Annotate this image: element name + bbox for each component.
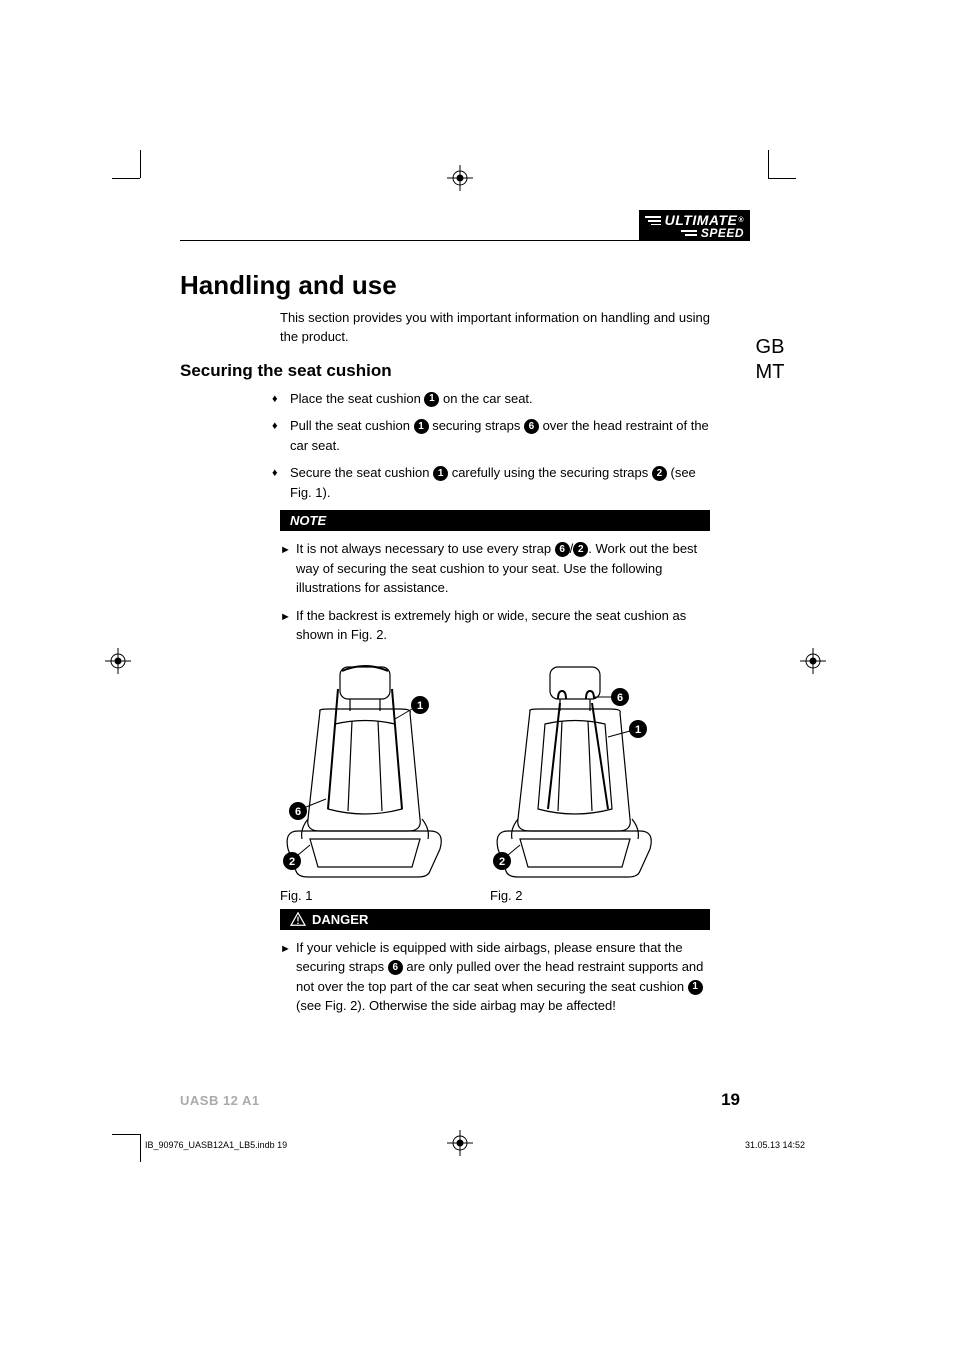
print-metadata: IB_90976_UASB12A1_LB5.indb 19 31.05.13 1… [145, 1140, 805, 1150]
figures-row: 1 6 2 Fig. 1 [280, 659, 740, 903]
page-number: 19 [721, 1090, 740, 1110]
model-number: UASB 12 A1 [180, 1093, 260, 1108]
print-timestamp: 31.05.13 14:52 [745, 1140, 805, 1150]
callout-badge: 6 [555, 542, 570, 557]
arrow-bullet-icon: ► [280, 542, 291, 559]
subsection-title: Securing the seat cushion [180, 361, 740, 381]
step-text: carefully using the securing straps [448, 465, 652, 480]
lang-gb: GB [750, 335, 790, 360]
registration-mark-top [447, 165, 473, 191]
danger-list: ► If your vehicle is equipped with side … [280, 938, 710, 1016]
danger-heading: DANGER [280, 909, 710, 930]
callout-badge: 6 [524, 419, 539, 434]
callout-badge: 1 [688, 980, 703, 995]
callout-badge: 1 [414, 419, 429, 434]
note-item: ► If the backrest is extremely high or w… [280, 606, 710, 645]
callout-badge: 1 [424, 392, 439, 407]
figure-2: 6 1 2 Fig. 2 [490, 659, 680, 903]
callout-badge: 2 [573, 542, 588, 557]
step-text: Secure the seat cushion [290, 465, 433, 480]
step-item: ♦ Place the seat cushion 1 on the car se… [290, 389, 710, 409]
brand-reg: ® [738, 217, 744, 224]
brand-top-text: ULTIMATE [665, 213, 738, 227]
note-text: If the backrest is extremely high or wid… [296, 608, 686, 643]
callout-badge: 1 [433, 466, 448, 481]
steps-list: ♦ Place the seat cushion 1 on the car se… [290, 389, 710, 503]
registration-mark-right [800, 648, 826, 674]
step-item: ♦ Pull the seat cushion 1 securing strap… [290, 416, 710, 455]
header-rule [180, 240, 740, 241]
registration-mark-left [105, 648, 131, 674]
seat-diagram-2: 6 1 2 [490, 659, 660, 879]
svg-text:1: 1 [635, 724, 641, 736]
arrow-bullet-icon: ► [280, 941, 291, 958]
seat-diagram-1: 1 6 2 [280, 659, 450, 879]
diamond-bullet-icon: ♦ [272, 418, 278, 435]
brand-lines-icon [681, 230, 697, 236]
note-heading: NOTE [280, 510, 710, 531]
note-text: It is not always necessary to use every … [296, 541, 555, 556]
callout-badge: 6 [388, 960, 403, 975]
danger-item: ► If your vehicle is equipped with side … [280, 938, 710, 1016]
diamond-bullet-icon: ♦ [272, 391, 278, 408]
svg-text:2: 2 [499, 856, 505, 868]
page-footer: UASB 12 A1 19 [180, 1090, 740, 1110]
brand-bottom-text: SPEED [701, 227, 744, 239]
svg-text:1: 1 [417, 700, 423, 712]
warning-triangle-icon [290, 912, 306, 926]
language-tab: GB MT [750, 335, 790, 385]
step-text: on the car seat. [439, 391, 532, 406]
arrow-bullet-icon: ► [280, 609, 291, 626]
notes-list: ► It is not always necessary to use ever… [280, 539, 710, 645]
step-text: Pull the seat cushion [290, 418, 414, 433]
section-title: Handling and use [180, 270, 740, 301]
step-text: securing straps [429, 418, 524, 433]
danger-text: (see Fig. 2). Otherwise the side airbag … [296, 998, 616, 1013]
step-text: Place the seat cushion [290, 391, 424, 406]
page-content: ULTIMATE® SPEED Handling and use This se… [180, 210, 740, 1024]
diamond-bullet-icon: ♦ [272, 465, 278, 482]
svg-text:2: 2 [289, 856, 295, 868]
step-item: ♦ Secure the seat cushion 1 carefully us… [290, 463, 710, 502]
brand-lines-icon [645, 215, 661, 225]
print-file: IB_90976_UASB12A1_LB5.indb 19 [145, 1140, 287, 1150]
note-label: NOTE [290, 513, 326, 528]
figure-1: 1 6 2 Fig. 1 [280, 659, 470, 903]
danger-label: DANGER [312, 912, 368, 927]
figure-2-caption: Fig. 2 [490, 888, 680, 903]
svg-text:6: 6 [617, 692, 623, 704]
lang-mt: MT [750, 360, 790, 385]
figure-1-caption: Fig. 1 [280, 888, 470, 903]
callout-badge: 2 [652, 466, 667, 481]
brand-logo: ULTIMATE® SPEED [639, 210, 750, 241]
svg-text:6: 6 [295, 806, 301, 818]
note-item: ► It is not always necessary to use ever… [280, 539, 710, 598]
section-intro: This section provides you with important… [280, 309, 710, 347]
